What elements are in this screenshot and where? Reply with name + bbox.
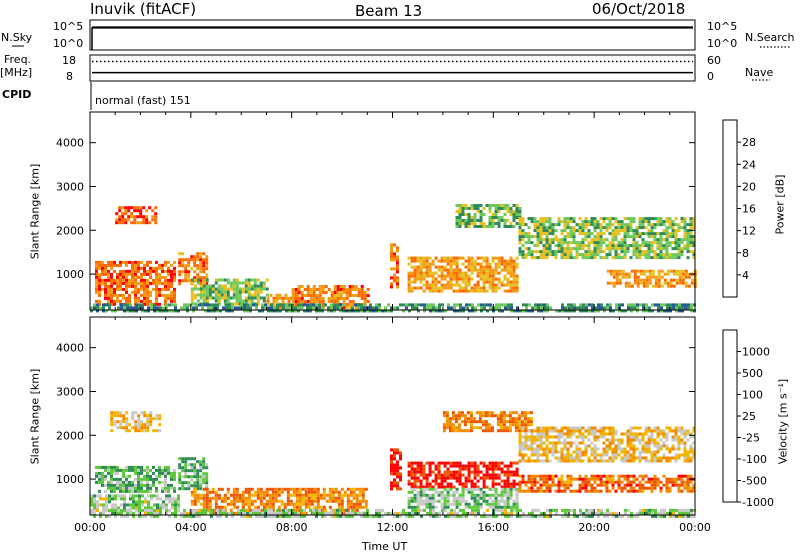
velocity-ylabel: Slant Range [km] [28, 368, 42, 465]
freq-tick-bottom: 8 [66, 70, 73, 83]
power-region-7 [407, 256, 519, 293]
freq-unit: [MHz] [0, 66, 33, 79]
nsky-panel-frame [89, 19, 696, 51]
xtick-label-0: 00:00 [74, 521, 106, 534]
velocity-colorbar-title: Velocity [m s⁻¹] [776, 378, 790, 465]
nsky-tick-top: 10^5 [53, 20, 84, 33]
velocity-colorbar-tick-3: 25 [742, 410, 756, 423]
nsearch-label: N.Search [745, 31, 795, 44]
velocity-colorbar-tick-2: 100 [742, 389, 763, 402]
power-region-9 [518, 217, 696, 260]
velocity-colorbar-tick-1: 500 [742, 367, 763, 380]
power-ytick-label-3: 4000 [56, 137, 84, 150]
beam-title: Beam 13 [355, 2, 423, 20]
velocity-colorbar-tick-4: -25 [742, 432, 760, 445]
velocity-colorbar-tick-5: -100 [742, 453, 767, 466]
nsearch-tick-bottom: 10^0 [707, 37, 738, 50]
nsearch-tick-top: 10^5 [707, 20, 738, 33]
power-colorbar-tick-2: 20 [742, 180, 756, 193]
velocity-plot-area: 1000 2000 3000 4000 00:00 04:00 08:00 12:00 16:0… [56, 316, 711, 534]
nsky-panel [12, 19, 790, 110]
velocity-region-7 [407, 487, 519, 509]
xtick-label-1: 04:00 [175, 521, 207, 534]
xtick-label-4: 16:00 [477, 521, 509, 534]
power-colorbar-title: Power [dB] [773, 174, 787, 235]
power-plot-area: 1000 2000 3000 4000 [56, 111, 697, 313]
power-colorbar-tick-5: 8 [742, 247, 749, 260]
velocity-ytick-label-0: 1000 [56, 473, 84, 486]
power-ytick-label-1: 2000 [56, 224, 84, 237]
velocity-region-1 [110, 411, 162, 433]
velocity-ytick-label-2: 3000 [56, 385, 84, 398]
cpid-value: normal (fast) 151 [95, 94, 191, 107]
freq-panel-frame [89, 54, 696, 82]
velocity-region-0 [95, 465, 176, 493]
power-region-1 [115, 206, 158, 225]
xtick-label-5: 20:00 [578, 521, 610, 534]
power-colorbar-tick-3: 16 [742, 203, 756, 216]
velocity-region-9 [518, 426, 696, 463]
velocity-region-2 [178, 457, 209, 491]
nsky-label: N.Sky [1, 31, 33, 44]
xtick-label-6: 00:00 [679, 521, 711, 534]
nave-tick-bottom: 0 [707, 70, 714, 83]
velocity-region-11 [90, 508, 696, 518]
x-axis-label: Time UT [362, 540, 408, 553]
date-title: 06/Oct/2018 [592, 0, 686, 18]
velocity-region-8 [442, 411, 533, 433]
power-colorbar-tick-4: 12 [742, 225, 756, 238]
velocity-colorbar-tick-7: -1000 [742, 496, 774, 509]
cpid-label: CPID [2, 88, 32, 101]
power-ylabel: Slant Range [km] [28, 163, 42, 260]
nsky-tick-bottom: 10^0 [53, 37, 84, 50]
power-ytick-label-2: 3000 [56, 180, 84, 193]
freq-tick-top: 18 [62, 54, 76, 67]
velocity-colorbar-frame [722, 329, 738, 503]
velocity-region-5 [390, 448, 402, 491]
station-title: Inuvik (fitACF) [90, 0, 197, 18]
power-colorbar-tick-1: 24 [742, 158, 756, 171]
velocity-region-10 [518, 474, 696, 493]
nave-tick-top: 60 [707, 54, 721, 67]
power-region-10 [606, 269, 697, 288]
power-region-2 [178, 252, 209, 286]
power-ytick-label-0: 1000 [56, 268, 84, 281]
power-colorbar-frame [722, 119, 738, 298]
velocity-ytick-label-3: 4000 [56, 342, 84, 355]
xtick-label-2: 08:00 [276, 521, 308, 534]
power-colorbar-tick-6: 4 [742, 269, 749, 282]
velocity-colorbar-tick-6: -500 [742, 475, 767, 488]
colorbars: 28 24 20 16 12 8 4 1000 500 100 25 -25 -100 -500 -1000 [722, 119, 774, 509]
power-colorbar-tick-0: 28 [742, 136, 756, 149]
power-region-6 [390, 243, 399, 289]
velocity-region-6 [407, 461, 519, 489]
velocity-colorbar-tick-0: 1000 [742, 346, 770, 359]
power-region-0 [95, 260, 176, 306]
power-region-11 [90, 303, 696, 313]
nave-label: Nave [745, 66, 774, 79]
xtick-label-3: 12:00 [377, 521, 409, 534]
velocity-ytick-label-1: 2000 [56, 429, 84, 442]
freq-label: Freq. [4, 53, 32, 66]
power-region-8 [455, 204, 522, 228]
